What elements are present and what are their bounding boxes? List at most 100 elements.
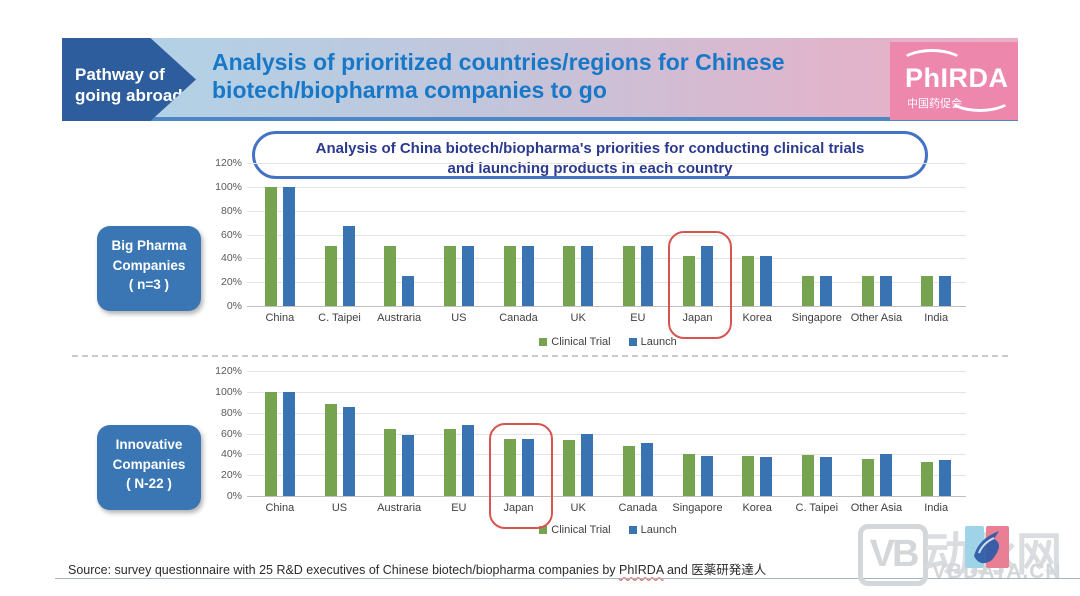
y-axis-label: 60% [220,427,242,440]
vb-watermark-logo: VB [858,524,928,586]
clinical-trial-bar-eu [622,246,635,306]
launch-bar-c-taipei [342,226,355,306]
clinical-trial-bar-singapore [682,454,695,496]
y-axis-label: 0% [226,490,242,502]
y-axis-label: 40% [220,252,242,265]
category-label-austraria: Austraria [377,312,422,324]
clinical-trial-bar-japan [503,438,516,496]
clinical-trial-bar-canada [503,246,516,306]
bottom-rule [55,578,1080,579]
launch-bar-us [342,407,355,496]
category-label-uk: UK [570,502,586,514]
page-title-line2: biotech/biopharma companies to go [212,76,607,103]
launch-bar-c-taipei [819,457,832,496]
clinical-trial-bar-us [443,246,456,306]
y-axis-label: 0% [226,300,242,312]
clinical-trial-swatch-icon [539,526,548,534]
clinical-trial-bar-china [264,391,277,496]
category-label-eu: EU [630,312,646,324]
watermark-site-url: VBDATA.CN [932,560,1062,583]
logo-arc-icon [948,84,1012,112]
source-org2: 医薬研発達人 [691,563,767,577]
group-label-line: Companies [112,257,186,273]
gridline [247,258,966,260]
clinical-trial-bar-korea [742,456,755,496]
clinical-trial-bar-china [264,186,277,306]
category-label-china: China [265,312,295,324]
clinical-trial-bar-c-taipei [801,455,814,496]
y-axis-label: 120% [215,157,242,169]
launch-bar-uk [581,246,594,306]
launch-bar-singapore [819,276,832,306]
launch-bar-japan [700,246,713,306]
legend-item-launch: Launch [628,336,677,348]
gridline [247,371,966,372]
innovative-companies-legend: Clinical Trial Launch [250,524,966,536]
clinical-trial-bar-eu [443,429,456,496]
category-label-japan: Japan [682,312,713,324]
category-label-other-asia: Other Asia [850,312,903,324]
launch-bar-china [282,186,295,306]
clinical-trial-bar-other-asia [861,276,874,306]
pathway-line2: going abroad [75,86,183,106]
launch-bar-austraria [402,276,415,306]
big-pharma-legend: Clinical Trial Launch [250,336,966,348]
category-label-eu: EU [451,502,467,514]
x-axis-line [247,306,966,307]
big-pharma-chart-plot: 120% 100% 80% 60% 40% 20% 0% China C. Taipei Aust… [215,157,966,339]
gridline [247,433,966,435]
phirda-logo: PhIRDA 中国药促会 [890,42,1018,120]
y-axis-label: 20% [220,276,242,289]
category-label-c-taipei: C. Taipei [318,312,361,324]
y-axis-label: 120% [215,365,242,377]
launch-bar-canada [521,246,534,306]
clinical-trial-bar-austraria [384,246,397,306]
gridline [247,163,966,164]
clinical-trial-bar-uk [563,439,576,496]
clinical-trial-bar-korea [742,255,755,306]
launch-bar-us [461,246,474,306]
launch-bar-japan [521,438,534,496]
category-label-india: India [924,502,949,514]
gridline [247,234,966,236]
category-label-other-asia: Other Asia [850,502,903,514]
launch-bar-other-asia [879,454,892,496]
category-label-canada: Canada [499,312,538,324]
clinical-trial-bar-austraria [384,429,397,496]
clinical-trial-bar-japan [682,255,695,306]
category-label-canada: Canada [618,502,658,514]
legend-item-launch: Launch [628,524,677,536]
gridline [247,210,966,212]
logo-arc-icon [900,49,964,77]
y-axis-label: 80% [220,406,242,419]
y-axis-label: 40% [220,448,242,461]
legend-label: Clinical Trial [551,524,611,536]
big-pharma-label: Big Pharma Companies ( n=3 ) [97,226,201,311]
chart-title-line1: Analysis of China biotech/biopharma's pr… [315,140,865,157]
launch-bar-canada [640,442,653,496]
launch-bar-korea [760,255,773,306]
source-phirda-ref: PhIRDA [619,563,664,577]
launch-bar-singapore [700,456,713,496]
category-label-korea: Korea [742,502,772,514]
group-label-line: ( n=3 ) [128,277,170,293]
innovative-companies-chart-plot: 120% 100% 80% 60% 40% 20% 0% China US Austraria EU… [215,365,966,529]
clinical-trial-bar-india [921,276,934,306]
launch-bar-eu [461,425,474,496]
category-label-uk: UK [570,312,586,324]
y-axis-label: 80% [220,204,242,217]
group-label-line: Innovative [115,437,183,452]
chart-title: Analysis of China biotech/biopharma's pr… [252,131,928,179]
launch-bar-korea [760,457,773,496]
y-axis-label: 100% [215,385,242,398]
launch-swatch-icon [628,338,637,346]
group-label-line: Big Pharma [111,238,187,253]
group-label-line: ( N-22 ) [126,476,172,492]
category-label-india: India [924,312,949,324]
category-label-c-taipei: C. Taipei [795,502,839,514]
y-axis-label: 60% [220,228,242,241]
launch-bar-austraria [402,434,415,496]
category-label-singapore: Singapore [672,502,723,514]
gridline [247,186,966,188]
